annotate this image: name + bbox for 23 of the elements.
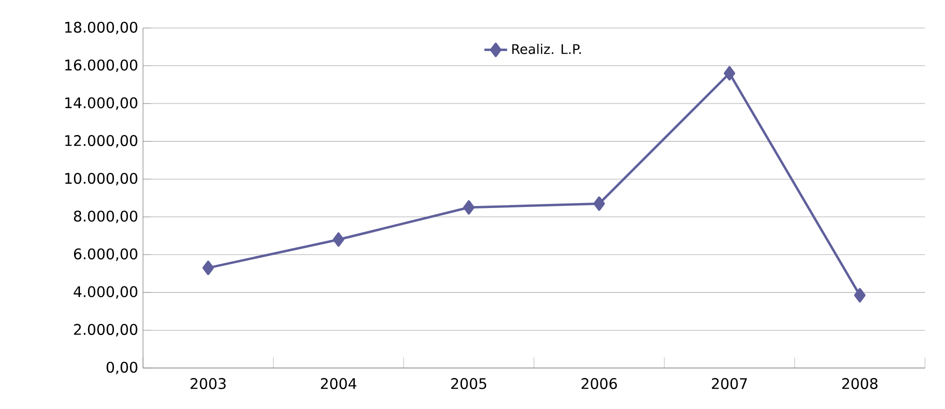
y-tick-label: 18.000,00 bbox=[65, 22, 138, 34]
y-tick-label: 12.000,00 bbox=[65, 135, 138, 148]
point bbox=[724, 66, 736, 81]
point bbox=[463, 200, 475, 215]
y-tick-label: 16.000,00 bbox=[65, 59, 138, 72]
y-tick-label: 2.000,00 bbox=[74, 324, 138, 336]
point bbox=[593, 196, 605, 211]
x-tick-label: 2007 bbox=[712, 378, 747, 390]
y-tick-label: 8.000,00 bbox=[74, 210, 138, 224]
point bbox=[332, 232, 344, 247]
x-tick-label: 2005 bbox=[451, 378, 486, 390]
y-tick-label: 0,00 bbox=[106, 362, 138, 374]
x-tick-label: 2006 bbox=[582, 378, 617, 390]
x-tick-label: 2003 bbox=[190, 378, 226, 390]
legend-label: Realiz. L.P. bbox=[512, 44, 581, 54]
y-tick-label: 10.000,00 bbox=[65, 172, 138, 186]
x-tick-label: 2004 bbox=[320, 378, 356, 390]
y-tick-label: 6.000,00 bbox=[74, 248, 138, 261]
y-tick-label: 14.000,00 bbox=[65, 97, 138, 110]
y-tick-label: 4.000,00 bbox=[74, 286, 138, 299]
point bbox=[854, 288, 866, 302]
x-tick-label: 2008 bbox=[842, 378, 878, 390]
point bbox=[202, 260, 214, 276]
